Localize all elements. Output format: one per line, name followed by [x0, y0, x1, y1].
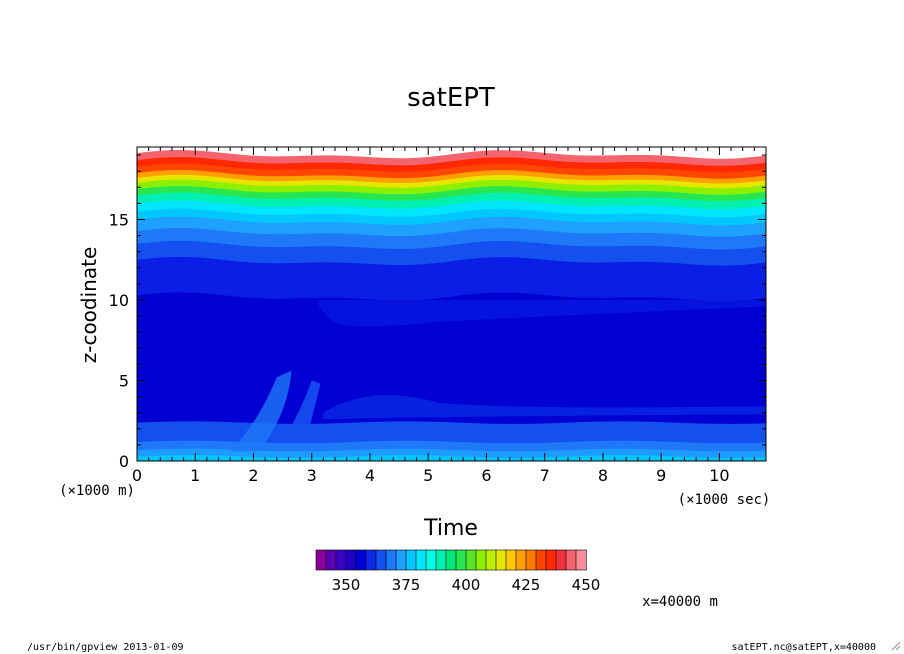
colorbar-tick-label: 450: [572, 576, 601, 594]
plume-feature: [230, 370, 292, 452]
colorbar-swatch: [425, 549, 437, 571]
contour-features: [230, 299, 766, 452]
y-tick-label: 5: [119, 371, 129, 390]
colorbar-swatch: [415, 549, 427, 571]
y-axis-unit: (×1000 m): [59, 483, 135, 499]
colorbar: [315, 549, 587, 571]
x-tick-label: 7: [540, 466, 550, 485]
colorbar-swatch: [515, 549, 527, 571]
x-tick-label: 2: [248, 466, 258, 485]
x-axis: 0 1 2 3 4 5 6 7 8 9 10: [132, 147, 767, 485]
upper-feature: [317, 299, 766, 327]
x-tick-label: 6: [481, 466, 491, 485]
y-tick-label: 0: [119, 452, 129, 471]
colorbar-swatch: [465, 549, 477, 571]
colorbar-tick-label: 375: [392, 576, 421, 594]
colorbar-swatch: [335, 549, 347, 571]
y-tick-label: 10: [109, 291, 129, 310]
x-tick-label: 0: [132, 466, 142, 485]
x-tick-label: 5: [423, 466, 433, 485]
colorbar-swatch: [345, 549, 357, 571]
colorbar-swatch: [485, 549, 497, 571]
colorbar-swatch: [435, 549, 447, 571]
colorbar-swatch: [395, 549, 407, 571]
colorbar-swatch: [355, 549, 367, 571]
colorbar-tick-label: 350: [332, 576, 361, 594]
colorbar-swatch: [555, 549, 567, 571]
colorbar-tick-label: 425: [512, 576, 541, 594]
colorbar-swatch: [565, 549, 577, 571]
contour-band: [137, 149, 766, 166]
chart-title: satEPT: [407, 83, 495, 113]
y-axis: 0 5 10 15: [109, 154, 766, 471]
contour-band: [137, 440, 766, 452]
colorbar-swatch: [505, 549, 517, 571]
x-tick-label: 8: [598, 466, 608, 485]
plume-feature: [282, 380, 321, 442]
x-tick-label: 9: [656, 466, 666, 485]
colorbar-ticks: 350 375 400 425 450: [332, 576, 601, 594]
colorbar-swatch: [495, 549, 507, 571]
x-axis-label: Time: [423, 516, 478, 541]
y-axis-label: z-coodinate: [77, 247, 101, 364]
contour-band: [137, 256, 766, 302]
low-level-feature: [317, 423, 766, 441]
colorbar-swatch: [445, 549, 457, 571]
mid-level-feature: [323, 395, 766, 420]
footer-right: satEPT.nc@satEPT,x=40000: [732, 642, 877, 653]
colorbar-swatch: [575, 549, 587, 571]
x-position-note: x=40000 m: [642, 594, 718, 610]
colorbar-swatch: [535, 549, 547, 571]
colorbar-swatch: [315, 549, 327, 571]
x-tick-label: 1: [190, 466, 200, 485]
colorbar-swatch: [545, 549, 557, 571]
colorbar-swatch: [365, 549, 377, 571]
x-tick-label: 3: [307, 466, 317, 485]
colorbar-swatch: [325, 549, 337, 571]
colorbar-swatch: [525, 549, 537, 571]
resize-grip-icon[interactable]: [891, 641, 901, 651]
x-tick-label: 10: [709, 466, 729, 485]
x-axis-unit: (×1000 sec): [678, 492, 771, 508]
y-tick-label: 15: [109, 210, 129, 229]
colorbar-tick-label: 400: [452, 576, 481, 594]
colorbar-swatch: [455, 549, 467, 571]
colorbar-swatch: [405, 549, 417, 571]
colorbar-swatch: [375, 549, 387, 571]
x-tick-label: 4: [365, 466, 375, 485]
colorbar-swatch: [475, 549, 487, 571]
colorbar-swatch: [385, 549, 397, 571]
footer-left: /usr/bin/gpview 2013-01-09: [27, 642, 184, 653]
